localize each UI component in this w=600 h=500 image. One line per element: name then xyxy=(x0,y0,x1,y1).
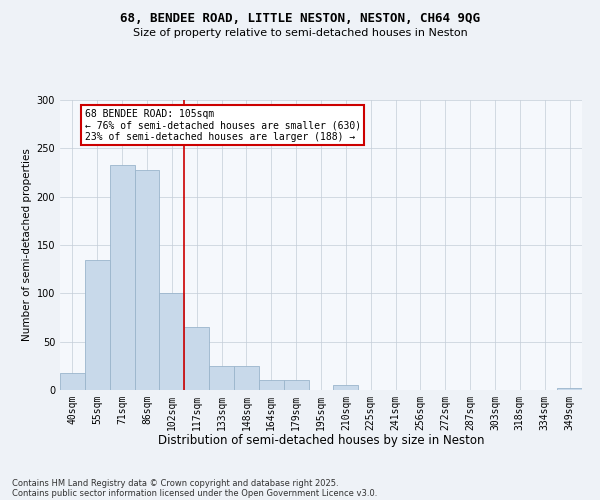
Y-axis label: Number of semi-detached properties: Number of semi-detached properties xyxy=(22,148,32,342)
Bar xyxy=(110,165,134,390)
Bar xyxy=(284,380,308,390)
Text: 68 BENDEE ROAD: 105sqm
← 76% of semi-detached houses are smaller (630)
23% of se: 68 BENDEE ROAD: 105sqm ← 76% of semi-det… xyxy=(85,108,361,142)
X-axis label: Distribution of semi-detached houses by size in Neston: Distribution of semi-detached houses by … xyxy=(158,434,484,448)
Text: Size of property relative to semi-detached houses in Neston: Size of property relative to semi-detach… xyxy=(133,28,467,38)
Bar xyxy=(557,388,582,390)
Text: Contains public sector information licensed under the Open Government Licence v3: Contains public sector information licen… xyxy=(12,488,377,498)
Text: 68, BENDEE ROAD, LITTLE NESTON, NESTON, CH64 9QG: 68, BENDEE ROAD, LITTLE NESTON, NESTON, … xyxy=(120,12,480,26)
Bar xyxy=(85,260,110,390)
Bar xyxy=(60,372,85,390)
Bar xyxy=(334,385,358,390)
Bar xyxy=(184,327,209,390)
Bar xyxy=(234,366,259,390)
Bar xyxy=(160,294,184,390)
Bar xyxy=(259,380,284,390)
Bar xyxy=(209,366,234,390)
Text: Contains HM Land Registry data © Crown copyright and database right 2025.: Contains HM Land Registry data © Crown c… xyxy=(12,478,338,488)
Bar xyxy=(134,170,160,390)
